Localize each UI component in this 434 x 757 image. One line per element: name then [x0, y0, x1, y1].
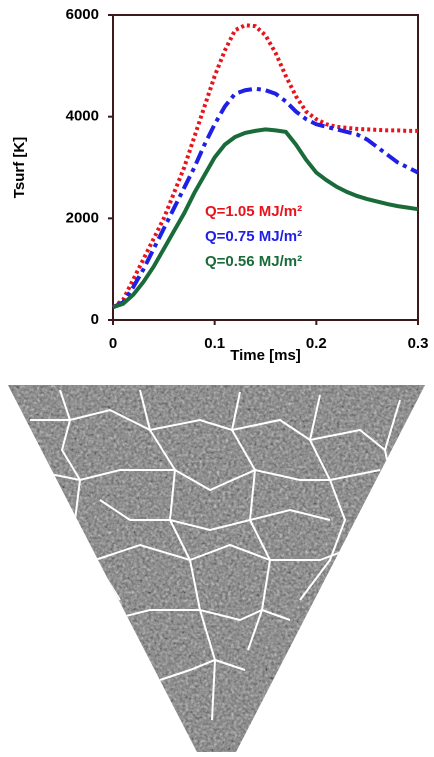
cracks [29, 389, 401, 721]
y-tick-label: 0 [91, 311, 99, 328]
series-line [112, 86, 419, 310]
series-line [111, 23, 418, 309]
y-tick-label: 4000 [66, 108, 99, 125]
x-axis-label: Time [ms] [230, 347, 301, 364]
x-tick-label: 0.1 [204, 335, 225, 352]
micrograph [8, 385, 425, 752]
y-axis-label: Tsurf [K] [11, 137, 28, 198]
y-tick-label: 2000 [66, 209, 99, 226]
legend-entry: Q=0.75 MJ/m² [205, 228, 302, 245]
plot-frame [112, 14, 419, 321]
series-line [112, 127, 419, 310]
y-tick-label: 6000 [66, 6, 99, 23]
legend-entry: Q=1.05 MJ/m² [205, 203, 302, 220]
legend-entry: Q=0.56 MJ/m² [205, 253, 302, 270]
x-tick-label: 0.3 [408, 335, 429, 352]
x-tick-label: 0 [109, 335, 117, 352]
x-tick-label: 0.2 [306, 335, 327, 352]
